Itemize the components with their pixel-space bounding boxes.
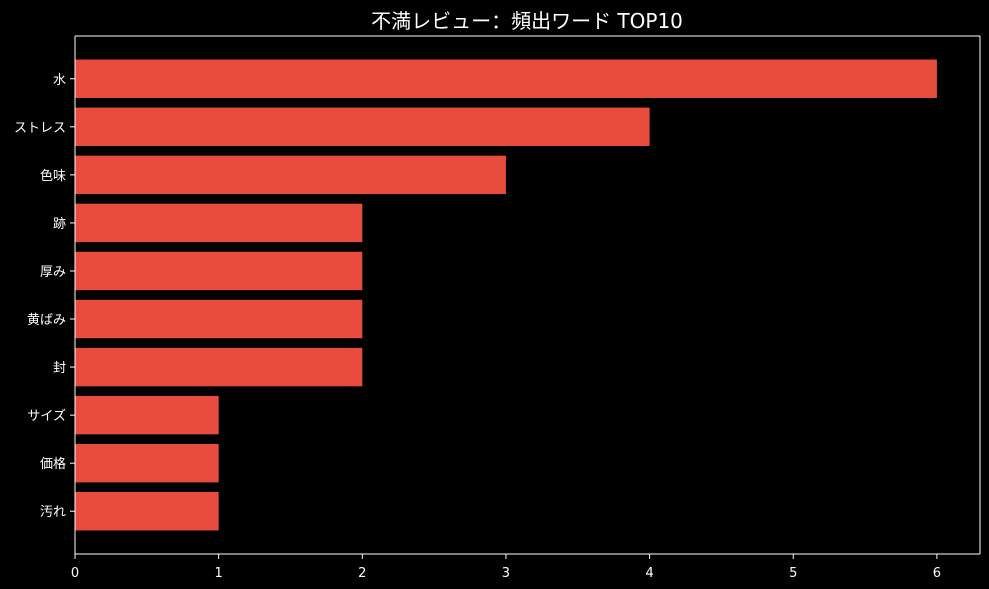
bar-4 (75, 203, 363, 243)
bar-6 (75, 299, 363, 339)
bar-1 (75, 59, 937, 98)
y-tick-label: 価格 (40, 456, 66, 472)
x-tick-label: 2 (358, 566, 366, 581)
y-tick-label: 黄ばみ (27, 313, 66, 328)
bar-9 (75, 443, 219, 483)
y-tick-label: 厚み (40, 265, 66, 280)
y-tick-label: 封 (53, 361, 66, 376)
chart-title: 不満レビュー：頻出ワード TOP10 (371, 9, 683, 33)
x-tick-label: 3 (502, 566, 510, 581)
x-tick-label: 6 (933, 566, 941, 581)
y-tick-label: 跡 (53, 216, 66, 232)
axes-layer (70, 35, 981, 559)
y-tick-label: サイズ (27, 408, 66, 424)
bar-8 (75, 395, 219, 435)
x-tick-label: 4 (645, 566, 653, 581)
y-tick-label: 色味 (40, 168, 66, 184)
y-tick-label: 水 (53, 73, 66, 88)
x-tick-labels: 0 1 2 3 4 5 6 (71, 566, 941, 581)
bar-3 (75, 155, 506, 195)
y-tick-label: ストレス (14, 121, 66, 136)
bar-7 (75, 347, 363, 387)
y-tick-label: 汚れ (40, 505, 66, 520)
bar-10 (75, 492, 219, 531)
bars-layer (75, 59, 937, 531)
x-tick-label: 1 (215, 566, 223, 581)
bar-5 (75, 251, 363, 291)
x-tick-label: 0 (71, 566, 79, 581)
x-tick-label: 5 (789, 566, 797, 581)
bar-2 (75, 107, 650, 147)
